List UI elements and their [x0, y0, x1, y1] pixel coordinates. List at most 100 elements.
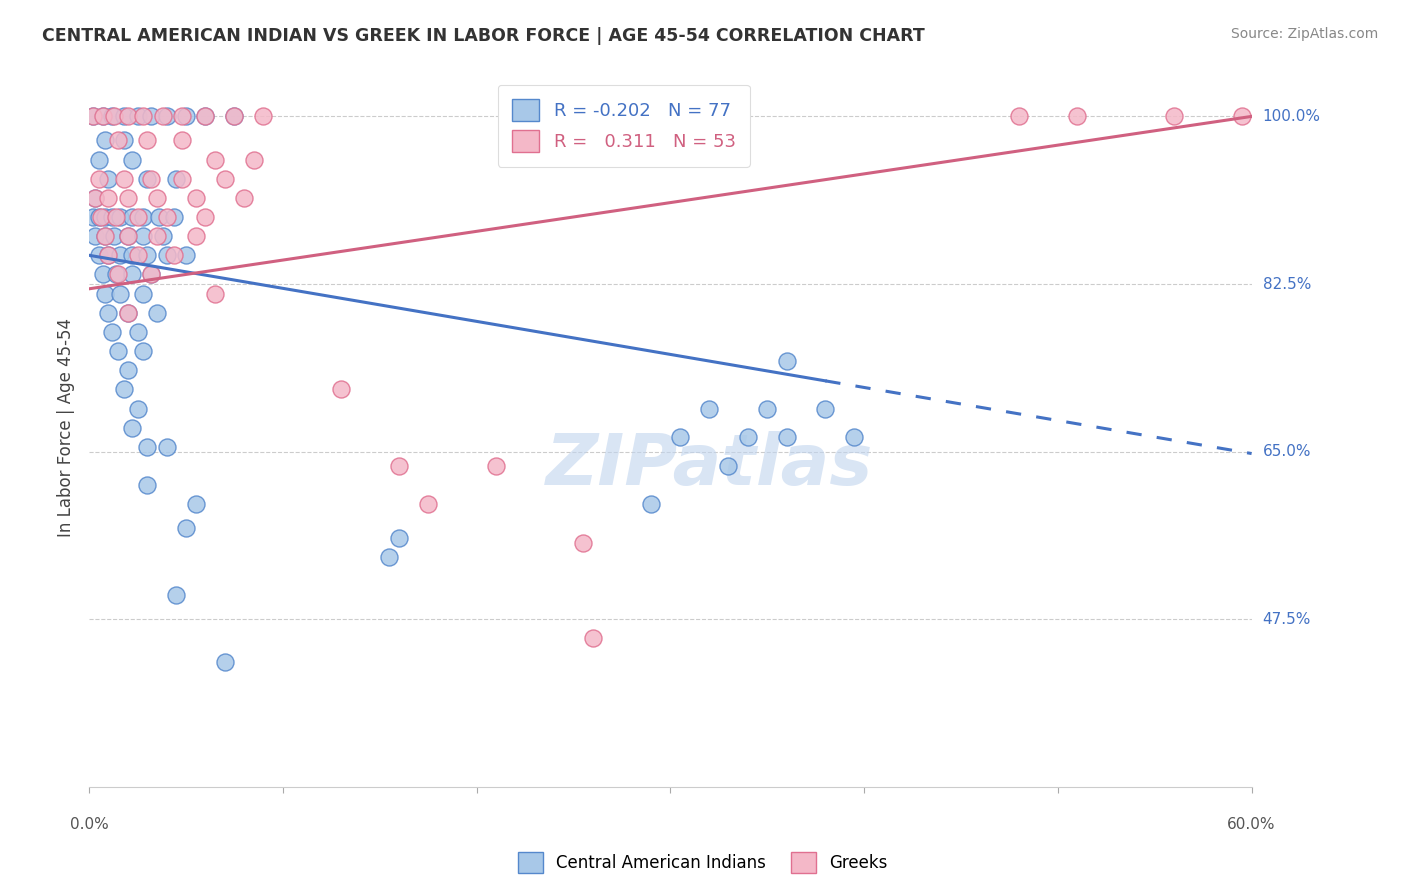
Point — [155, 248, 177, 262]
Point — [117, 191, 139, 205]
Point — [127, 401, 149, 416]
Point — [163, 248, 186, 262]
Point — [214, 171, 236, 186]
Text: Source: ZipAtlas.com: Source: ZipAtlas.com — [1230, 27, 1378, 41]
Point — [1230, 110, 1253, 124]
Point — [132, 210, 155, 224]
Point — [121, 268, 143, 282]
Point — [87, 210, 110, 224]
Point — [121, 153, 143, 167]
Point — [146, 191, 169, 205]
Point — [97, 171, 120, 186]
Point — [112, 133, 135, 147]
Point — [814, 401, 837, 416]
Point — [155, 110, 177, 124]
Point — [107, 133, 129, 147]
Point — [121, 248, 143, 262]
Point — [388, 531, 411, 545]
Point — [139, 110, 162, 124]
Text: 60.0%: 60.0% — [1227, 817, 1275, 832]
Point — [127, 325, 149, 339]
Point — [90, 210, 112, 224]
Point — [174, 248, 197, 262]
Point — [204, 286, 226, 301]
Point — [139, 171, 162, 186]
Y-axis label: In Labor Force | Age 45-54: In Labor Force | Age 45-54 — [58, 318, 75, 537]
Point — [97, 248, 120, 262]
Point — [640, 497, 662, 511]
Point — [93, 286, 115, 301]
Point — [194, 110, 217, 124]
Point — [184, 191, 207, 205]
Point — [717, 458, 740, 473]
Point — [117, 306, 139, 320]
Point — [146, 229, 169, 244]
Point — [127, 210, 149, 224]
Point — [127, 110, 149, 124]
Point — [139, 268, 162, 282]
Point — [101, 110, 124, 124]
Point — [170, 171, 193, 186]
Point — [108, 210, 131, 224]
Point — [136, 248, 159, 262]
Point — [117, 229, 139, 244]
Point — [108, 248, 131, 262]
Point — [93, 229, 115, 244]
Point — [669, 430, 692, 444]
Point — [97, 191, 120, 205]
Point — [82, 210, 104, 224]
Point — [97, 248, 120, 262]
Point — [204, 153, 226, 167]
Point — [105, 268, 128, 282]
Point — [1066, 110, 1088, 124]
Point — [87, 248, 110, 262]
Point — [132, 229, 155, 244]
Point — [329, 383, 352, 397]
Point — [174, 110, 197, 124]
Point — [165, 171, 187, 186]
Point — [107, 344, 129, 359]
Point — [194, 210, 217, 224]
Point — [103, 229, 125, 244]
Point — [117, 110, 139, 124]
Point — [152, 229, 174, 244]
Point — [91, 110, 114, 124]
Point — [93, 229, 115, 244]
Point — [87, 171, 110, 186]
Point — [224, 110, 246, 124]
Point — [170, 110, 193, 124]
Point — [83, 191, 105, 205]
Point — [87, 153, 110, 167]
Point — [1008, 110, 1031, 124]
Point — [93, 133, 115, 147]
Legend: Central American Indians, Greeks: Central American Indians, Greeks — [512, 846, 894, 880]
Point — [136, 171, 159, 186]
Point — [117, 363, 139, 377]
Point — [155, 210, 177, 224]
Point — [132, 110, 155, 124]
Point — [83, 229, 105, 244]
Point — [775, 353, 797, 368]
Point — [112, 383, 135, 397]
Point — [418, 497, 440, 511]
Point — [233, 191, 256, 205]
Point — [242, 153, 264, 167]
Point — [184, 497, 207, 511]
Point — [148, 210, 170, 224]
Point — [184, 229, 207, 244]
Point — [112, 171, 135, 186]
Point — [224, 110, 246, 124]
Point — [103, 110, 125, 124]
Point — [136, 440, 159, 454]
Point — [136, 133, 159, 147]
Point — [170, 133, 193, 147]
Point — [97, 306, 120, 320]
Point — [233, 814, 256, 828]
Text: 0.0%: 0.0% — [70, 817, 108, 832]
Point — [121, 420, 143, 434]
Text: 82.5%: 82.5% — [1263, 277, 1310, 292]
Point — [112, 110, 135, 124]
Point — [582, 632, 605, 646]
Point — [132, 344, 155, 359]
Point — [139, 268, 162, 282]
